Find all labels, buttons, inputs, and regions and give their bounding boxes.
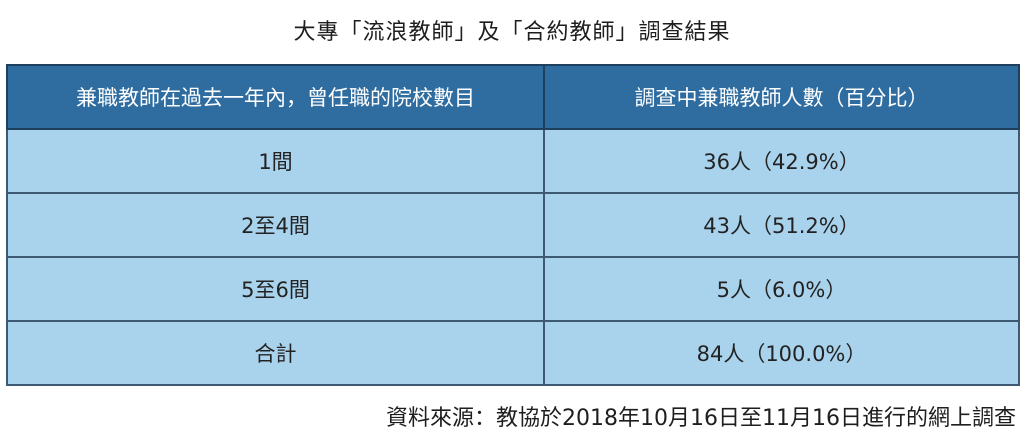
total-value-cell: 84人（100.0%） (543, 320, 1020, 386)
teacher-count-cell: 43人（51.2%） (543, 192, 1020, 258)
table-row: 5至6間 5人（6.0%） (6, 256, 1020, 322)
teacher-count-cell: 36人（42.9%） (543, 128, 1020, 194)
table-title: 大專「流浪教師」及「合約教師」調查結果 (293, 20, 731, 45)
institution-count-cell: 5至6間 (6, 256, 545, 322)
total-label-cell: 合計 (6, 320, 545, 386)
column-header-institution-count: 兼職教師在過去一年內，曾任職的院校數目 (6, 64, 545, 130)
table-row: 1間 36人（42.9%） (6, 128, 1020, 194)
institution-count-cell: 2至4間 (6, 192, 545, 258)
teacher-count-cell: 5人（6.0%） (543, 256, 1020, 322)
survey-table: 兼職教師在過去一年內，曾任職的院校數目 調查中兼職教師人數（百分比） 1間 36… (6, 64, 1020, 386)
column-header-teacher-count: 調查中兼職教師人數（百分比） (543, 64, 1020, 130)
table-header-row: 兼職教師在過去一年內，曾任職的院校數目 調查中兼職教師人數（百分比） (6, 64, 1020, 130)
source-footnote: 資料來源：教協於2018年10月16日至11月16日進行的網上調查 (386, 406, 1016, 431)
institution-count-cell: 1間 (6, 128, 545, 194)
table-total-row: 合計 84人（100.0%） (6, 320, 1020, 386)
table-row: 2至4間 43人（51.2%） (6, 192, 1020, 258)
